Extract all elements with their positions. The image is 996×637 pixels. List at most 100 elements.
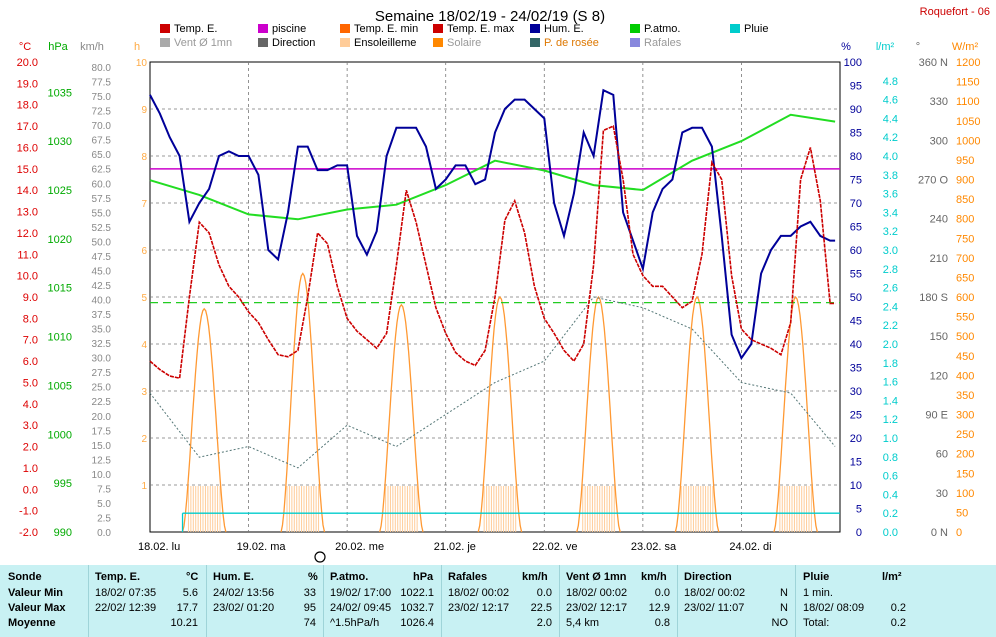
wind-tick-31: 2.5 (97, 513, 111, 524)
humidity-tick-6: 70 (850, 198, 862, 210)
wind-tick-7: 62.5 (92, 165, 112, 176)
rain-tick-24: 0.0 (883, 527, 898, 539)
wind-tick-18: 35.0 (92, 325, 112, 336)
rain-tick-6: 3.6 (883, 189, 898, 201)
stat-vent-v: 0.8 (654, 617, 670, 629)
rain-tick-0: 4.8 (883, 76, 898, 88)
legend-swatch-1 (258, 24, 268, 33)
sun-tick-3: 7 (141, 199, 147, 210)
temp-tick-14: 6.0 (23, 356, 38, 368)
rain-tick-8: 3.2 (883, 226, 898, 238)
legend-swatch-12 (630, 38, 640, 47)
humidity-tick-17: 15 (850, 457, 862, 469)
legend-swatch-5 (630, 24, 640, 33)
direction-tick-1: 330 (930, 96, 948, 108)
wind-tick-27: 12.5 (92, 455, 112, 466)
rain-tick-5: 3.8 (883, 170, 898, 182)
rain-tick-20: 0.8 (883, 452, 898, 464)
solar-tick-11: 650 (956, 272, 974, 284)
rain-tick-18: 1.2 (883, 414, 898, 426)
unit-sun: h (134, 41, 140, 53)
legend-label-9: Ensoleilleme (354, 37, 416, 49)
rain-tick-23: 0.2 (883, 508, 898, 520)
stat-patmo-v: 1026.4 (400, 617, 434, 629)
direction-tick-0: 360 N (919, 57, 948, 69)
stat-raf-t: 23/02/ 12:17 (448, 602, 510, 614)
pressure-tick-5: 1010 (48, 332, 72, 344)
wind-tick-5: 67.5 (92, 136, 112, 147)
solar-tick-8: 800 (956, 214, 974, 226)
stat-pluie-v: 0.2 (890, 602, 906, 614)
header-pluie: Pluie (803, 571, 830, 583)
legend-swatch-3 (433, 24, 443, 33)
solar-tick-7: 850 (956, 194, 974, 206)
legend-swatch-4 (530, 24, 540, 33)
station-name: Roquefort - 06 (920, 6, 990, 18)
legend-label-7: Vent Ø 1mn (174, 37, 232, 49)
rain-tick-13: 2.2 (883, 320, 898, 332)
header-patmo-unit: hPa (413, 571, 434, 583)
legend-swatch-11 (530, 38, 540, 47)
wind-tick-26: 15.0 (92, 441, 112, 452)
rain-tick-17: 1.4 (883, 395, 898, 407)
rain-tick-2: 4.4 (883, 113, 898, 125)
stat-raf-t: 18/02/ 00:02 (448, 587, 510, 599)
sun-tick-7: 3 (141, 387, 147, 398)
rain-tick-7: 3.4 (883, 207, 898, 219)
direction-tick-9: 90 E (925, 410, 948, 422)
rain-tick-22: 0.4 (883, 489, 898, 501)
temp-tick-3: 17.0 (17, 121, 38, 133)
stat-patmo-v: 1032.7 (400, 602, 434, 614)
unit-solar: W/m² (952, 41, 979, 53)
wind-tick-17: 37.5 (92, 310, 112, 321)
header-patmo: P.atmo. (330, 571, 369, 583)
stat-dir-v: NO (771, 617, 789, 629)
wind-tick-25: 17.5 (92, 426, 112, 437)
legend-swatch-7 (160, 38, 170, 47)
header-rafales-unit: km/h (522, 571, 548, 583)
stat-hum-v: 33 (303, 587, 316, 599)
stat-raf-v: 22.5 (530, 602, 552, 614)
wind-tick-8: 60.0 (92, 179, 112, 190)
unit-humidity: % (841, 41, 851, 53)
stat-hum-v: 95 (303, 602, 316, 614)
wind-tick-29: 7.5 (97, 484, 111, 495)
humidity-tick-19: 5 (856, 504, 862, 516)
stat-pluie-t: Total: (803, 617, 830, 629)
unit-wind: km/h (80, 41, 104, 53)
pressure-tick-9: 990 (54, 527, 72, 539)
solar-curve-1 (280, 272, 326, 533)
stats-row: Valeur Min 18/02/ 07:35 5.6 24/02/ 13:56 33 1… (0, 586, 996, 601)
temp-tick-4: 16.0 (17, 142, 38, 154)
direction-tick-2: 300 (930, 135, 948, 147)
stat-hum-t: 23/02/ 01:20 (213, 602, 275, 614)
time-cursor-marker[interactable] (314, 551, 326, 563)
solar-tick-4: 1000 (956, 135, 980, 147)
stat-raf-v: 2.0 (536, 617, 552, 629)
temp-tick-10: 10.0 (17, 271, 38, 283)
rain-tick-15: 1.8 (883, 358, 898, 370)
humidity-tick-15: 25 (850, 410, 862, 422)
weather-chart: Semaine 18/02/19 - 24/02/19 (S 8) Roquef… (17, 6, 990, 563)
x-label-3: 21.02. je (434, 541, 476, 553)
stat-pluie-t: 1 min. (803, 587, 833, 599)
legend-swatch-8 (258, 38, 268, 47)
stat-vent-v: 12.9 (648, 602, 670, 614)
legend-label-4: Hum. E. (544, 23, 584, 35)
solar-tick-9: 750 (956, 233, 974, 245)
stat-pluie-t: 18/02/ 08:09 (803, 602, 865, 614)
humidity-tick-14: 30 (850, 386, 862, 398)
legend-label-5: P.atmo. (644, 23, 681, 35)
stat-label: Valeur Max (8, 602, 66, 614)
pressure-line (149, 113, 836, 221)
rain-tick-12: 2.4 (883, 301, 898, 313)
header-vent-unit: km/h (641, 571, 667, 583)
solar-tick-2: 1100 (956, 96, 980, 108)
header-hum-unit: % (308, 571, 318, 583)
header-rafales: Rafales (448, 571, 488, 583)
x-label-4: 22.02. ve (532, 541, 577, 553)
solar-tick-13: 550 (956, 312, 974, 324)
legend-label-6: Pluie (744, 23, 768, 35)
stat-vent-t: 23/02/ 12:17 (566, 602, 628, 614)
stat-vent-v: 0.0 (654, 587, 670, 599)
